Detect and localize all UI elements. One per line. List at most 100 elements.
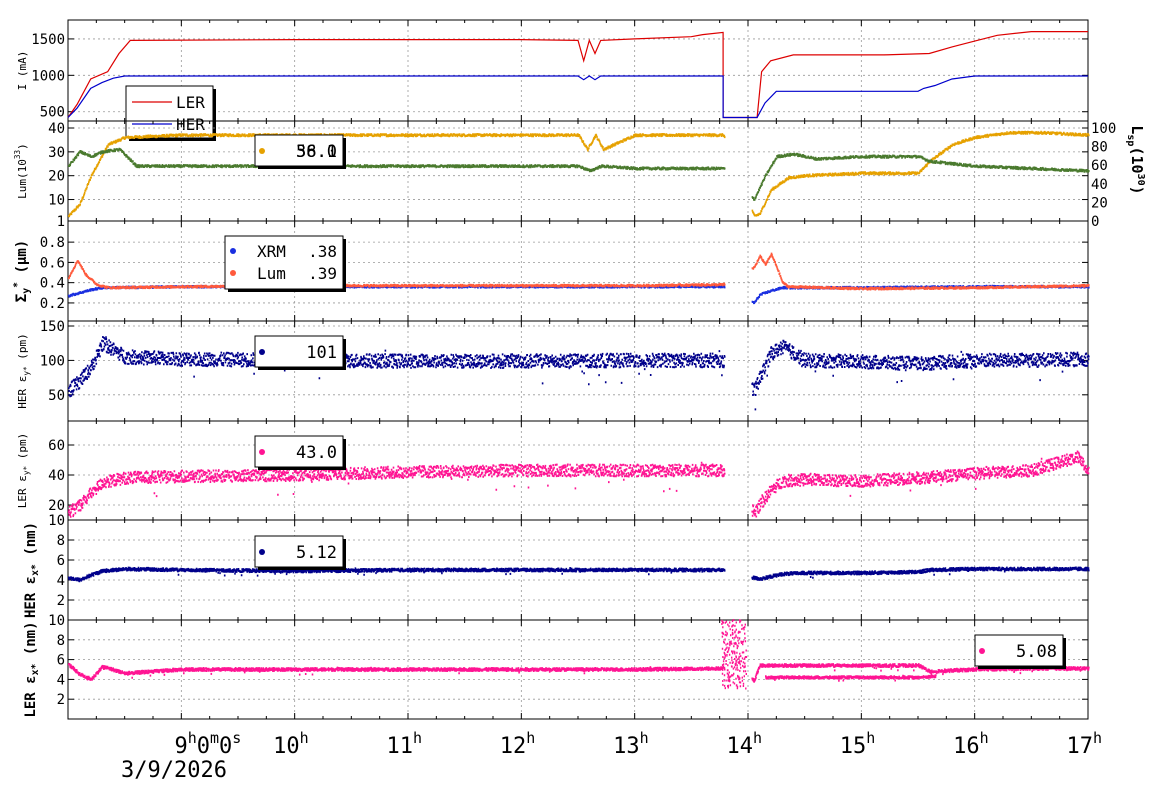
y2-axis-label: Lsp(1030) [1125,125,1146,194]
legend: LER HER [125,85,216,141]
legend-box [254,535,344,568]
y-axis-label: LER εx* (nm) [23,621,41,717]
y-tick-label: 6 [57,553,65,569]
x-tick-label: 17h [1066,729,1102,759]
y-tick-label: 4 [57,573,65,589]
legend: 43.0 [254,435,346,470]
legend-value: 101 [306,343,337,363]
grid [68,121,1088,221]
y-tick-label: 2 [57,593,65,609]
y-tick-label: 10 [48,513,65,529]
series-her-x- [68,566,1090,583]
legend-marker [230,270,236,276]
legend: XRM .38 Lum .39 [224,235,346,292]
legend-marker [979,648,985,654]
x-tick-label: 11h [386,729,422,759]
series-ler-x-lower [765,674,937,682]
y-tick-label: 500 [40,105,65,121]
x-tick-label: 9h0m0s [174,729,241,759]
series-points [765,674,937,682]
y2-tick-label: 100 [1091,121,1116,137]
y-tick-label: 1 [57,214,65,230]
series-lum [68,252,1090,291]
grid [68,221,1088,321]
series-her-y- [68,336,1090,411]
legend-label: Lum [257,264,286,283]
panel-frame [67,220,1089,322]
y-tick-label: 20 [48,169,65,185]
x-tick-label: 10h [273,729,309,759]
legend-label: LER [176,93,205,112]
legend-box [254,435,344,468]
y-tick-label: 50 [48,388,65,404]
x-tick-label: 14h [726,729,762,759]
y-tick-label: 1000 [31,68,65,84]
series-line [67,75,1088,119]
legend: 101 [254,335,346,370]
legend-marker [259,349,265,355]
y2-tick-label: 20 [1091,195,1108,211]
y-tick-label: 2 [57,692,65,708]
x-tick-label: 16h [953,729,989,759]
legend-value-overlap: 38.1 [296,142,337,162]
y-tick-label: 8 [57,533,65,549]
series-lum [68,130,1090,218]
panel-frame [67,19,1089,122]
x-axis: 9h0m0s 10h 11h 12h 13h 14h 15h 16h 17h 3/9/2026 [121,729,1102,783]
series-dots [68,130,1090,218]
panel-her_eps_x: 2 4 6 8 HER εx* (nm) 5.12 [23,519,1090,621]
series-points [68,450,1090,518]
y-tick-label: 40 [48,468,65,484]
y-tick-label: 0.2 [40,296,65,312]
series-points [68,566,1090,583]
y-tick-label: 6 [57,653,65,669]
legend-marker [259,148,265,154]
panel-sigma_y: 0.2 0.4 0.6 0.8 Σy* (μm) XRM .38 Lum .39 [12,220,1090,322]
series-dots [68,252,1090,291]
y2-tick-label: 60 [1091,158,1108,174]
y-tick-label: 10 [48,613,65,629]
y-tick-label: 0.4 [40,276,65,292]
y-tick-label: 150 [40,319,65,335]
legend-box [254,335,344,368]
y-tick-label: 40 [48,121,65,137]
series-ler-y- [68,450,1090,518]
legend-value: 43.0 [296,443,337,463]
legend-value: .38 [308,242,337,261]
y-tick-label: 10 [48,193,65,209]
legend-label: XRM [257,242,286,261]
x-tick-label: 15h [840,729,876,759]
y-axis-label: I (mA) [16,51,29,91]
y-tick-label: 30 [48,145,65,161]
legend-box [254,134,344,167]
legend-marker [259,449,265,455]
legend-value: 5.08 [1016,642,1057,662]
y-tick-label: 0.8 [40,235,65,251]
series-her [67,75,1088,119]
y-axis-label: Lum(1033) [13,143,29,199]
legend: 56.038.1 [254,134,346,169]
legend-marker [259,549,265,555]
y-axis-label: LER εy* (pm) [16,433,31,509]
y-axis-label: HER εx* (nm) [23,522,41,618]
legend-value: 56.0 [296,142,337,162]
y-axis-label: Σy* (μm) [12,240,32,302]
y-tick-label: 0.6 [40,255,65,271]
y2-tick-label: 40 [1091,177,1108,193]
series-line [67,31,1088,119]
series-points [68,336,1090,411]
legend-label: HER [176,115,205,134]
x-tick-label: 12h [500,729,536,759]
legend-marker [230,248,236,254]
legend-value: .39 [308,264,337,283]
y2-tick-label: 0 [1091,214,1099,230]
y-tick-label: 100 [40,353,65,369]
legend-box [224,235,344,290]
legend: 5.12 [254,535,346,570]
legend-box [125,85,214,139]
panel-ler_eps_x: 2 4 6 8 10 LER εx* (nm) 5.08 [23,613,1090,720]
y-tick-label: 60 [48,438,65,454]
